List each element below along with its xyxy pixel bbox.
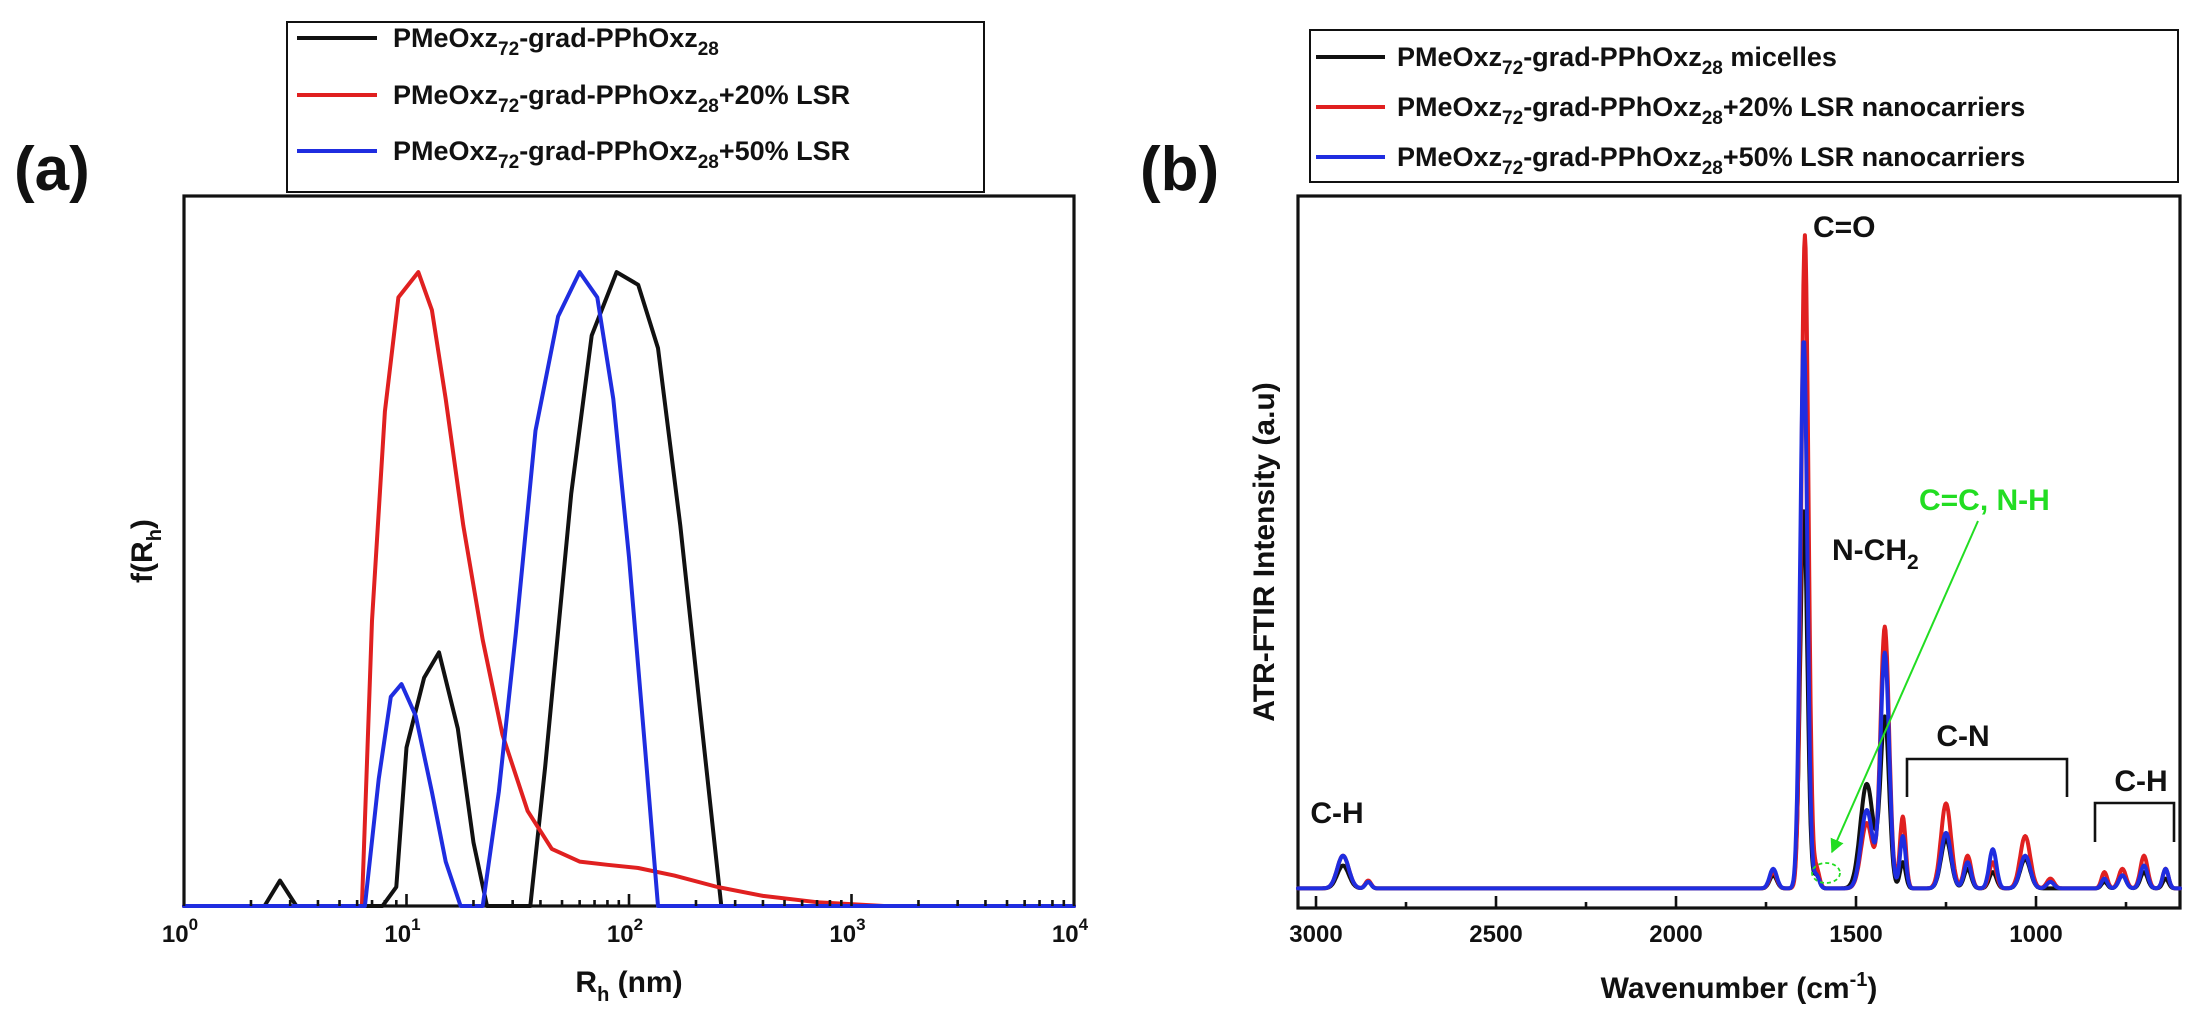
panel-b-x-axis-title: Wavenumber (cm-1) [1601,969,1878,1005]
panel-b-plot-area [1296,194,2182,910]
panel-b-series-line-2 [1296,233,2182,891]
panel-b-series-group [1296,233,2182,891]
panel-b-legend: PMeOxz72-grad-PPhOxz28 micelles PMeOxz72-… [1309,29,2179,183]
panel-a-y-axis-title: f(Rh) [126,519,166,583]
annotation-c-o: C=O [1813,211,1876,244]
panel-a-legend: PMeOxz72-grad-PPhOxz28 PMeOxz72-grad-PPhO… [286,21,985,193]
annotation-green-circle [1811,862,1841,884]
panel-b-series-line-1 [1296,509,2182,891]
panel-a-series-line-1 [182,270,1076,908]
annotation-c-n-bracket [1905,757,2069,797]
panel-a-x-tick-label-0: 100 [162,915,198,948]
panel-b-x-tick-label-3: 1500 [1829,921,1882,948]
panel-a-series-line-2 [182,270,1076,908]
annotation-green-arrow [1830,520,1979,854]
panel-a-legend-entry-2: PMeOxz72-grad-PPhOxz28+20% LSR [393,80,850,117]
panel-a-x-tick-label-3: 103 [829,915,865,948]
panel-a-x-tick-label-4: 104 [1052,915,1089,948]
panel-b-x-tick-label-4: 1000 [2009,921,2062,948]
panel-a-x-axis-title: Rh (nm) [575,966,682,1006]
panel-a-x-ticks: 100 101 102 103 104 [162,894,1089,948]
panel-b-x-tick-label-1: 2500 [1469,921,1522,948]
annotation-c-h-left: C-H [1310,797,1363,830]
panel-a-series-line-3 [182,270,1076,908]
panel-a-series-group [182,270,1076,908]
panel-a-legend-box [286,21,985,193]
annotation-n-ch2: N-CH2 [1832,534,1919,574]
panel-b-legend-entry-3: PMeOxz72-grad-PPhOxz28+50% LSR nanocarri… [1397,142,2025,179]
panel-b-legend-entry-2: PMeOxz72-grad-PPhOxz28+20% LSR nanocarri… [1397,92,2025,129]
annotation-c-c-n-h: C=C, N-H [1919,484,2050,517]
annotation-c-n: C-N [1936,720,1989,753]
panel-a-legend-entry-1: PMeOxz72-grad-PPhOxz28 [393,23,719,60]
panel-b-series-line-3 [1296,340,2182,891]
panel-a-legend-entry-3: PMeOxz72-grad-PPhOxz28+50% LSR [393,136,850,173]
panel-b-y-axis-title: ATR-FTIR Intensity (a.u) [1248,382,1281,721]
annotation-c-h-right-bracket [2093,801,2176,842]
panel-b-x-tick-label-0: 3000 [1289,921,1342,948]
panel-b-legend-box [1309,29,2179,183]
panel-a-x-tick-label-1: 101 [384,915,420,948]
panel-b-x-ticks: 3000 2500 2000 1500 1000 [1289,896,2128,948]
panel-a: (a) PMeOxz72-grad-PPhOxz28PMeOxz72-grad-… [14,21,1089,1006]
panel-a-letter: (a) [14,135,90,204]
annotation-c-h-right: C-H [2114,765,2167,798]
panel-b-legend-entry-1: PMeOxz72-grad-PPhOxz28 micelles [1397,42,1837,79]
panel-b: (b) PMeOxz72-grad-PPhOxz28 micellesPMeOx… [1140,29,2182,1005]
panel-b-letter: (b) [1140,135,1219,204]
panel-a-x-tick-label-2: 102 [607,915,643,948]
panel-b-x-tick-label-2: 2000 [1649,921,1702,948]
